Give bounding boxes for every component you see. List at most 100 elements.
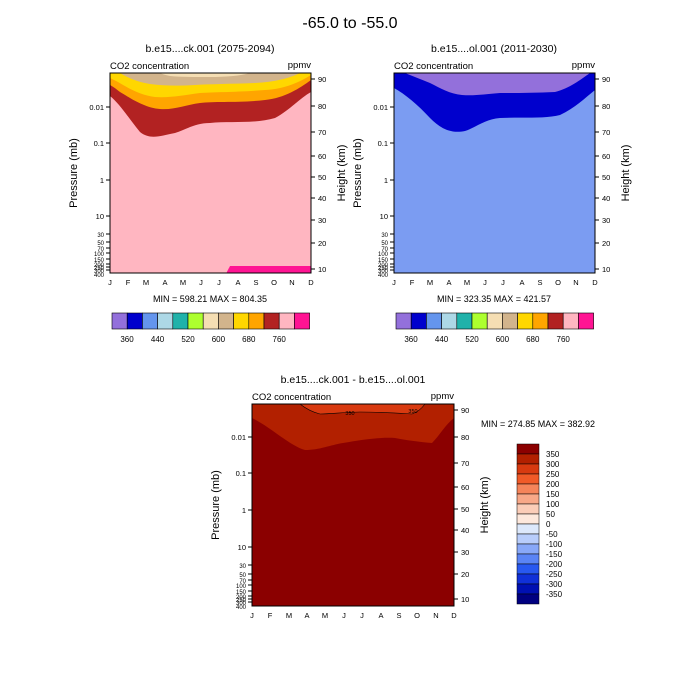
- panel-3-x-axis: J F M A M J J A S O N D: [250, 611, 457, 620]
- panel-2-ytick-right: 50: [602, 173, 610, 182]
- diff-colorbar-label: -100: [546, 540, 563, 549]
- panel-3-left-axis: 0.01 0.1 1 10 30 50 70 100 150 200 250 3…: [231, 433, 252, 611]
- panel-1-ytick-label: 70: [97, 247, 104, 253]
- panel-2-contour-purple: [405, 73, 590, 96]
- diff-colorbar-swatch: [516, 453, 540, 465]
- colorbar-swatch: [126, 312, 143, 330]
- panel-3-ytick-label: 150: [236, 590, 247, 596]
- panel-3-ytick-right: 40: [461, 526, 469, 535]
- panel-1-ytick-right: 50: [318, 173, 326, 182]
- panel-1: b.e15....ck.001 (2075-2094) CO2 concentr…: [68, 43, 348, 344]
- panel-2-ytick-right: 60: [602, 152, 610, 161]
- panel-3-xtick: N: [433, 611, 438, 620]
- panel-1-ylabel: Pressure (mb): [68, 138, 80, 208]
- diff-colorbar-label: 300: [546, 460, 560, 469]
- panel-3-xtick: A: [378, 611, 383, 620]
- panel-3-ytick-label: 10: [238, 543, 246, 552]
- panel-3-ytick-label: 70: [239, 579, 246, 585]
- panel-1-ytick-label: 100: [94, 252, 105, 258]
- colorbar-label: 360: [120, 335, 134, 344]
- panel-1-title: b.e15....ck.001 (2075-2094): [145, 43, 274, 55]
- diff-colorbar-swatch: [516, 493, 540, 505]
- panel-2-right-label: ppmv: [572, 60, 595, 71]
- panel-1-xtick: A: [235, 278, 240, 287]
- panel-3-ytick-label: 300: [236, 601, 247, 607]
- panel-2-xtick: A: [446, 278, 451, 287]
- panel-3-ytick-right: 80: [461, 433, 469, 442]
- panel-3-xtick: F: [268, 611, 273, 620]
- panel-3-xtick: O: [414, 611, 420, 620]
- panel-1-x-axis: J F M A M J J A S O N D: [108, 278, 314, 287]
- diff-colorbar-swatch: [516, 593, 540, 605]
- panel-1-colorbar: 360 440 520 600 680 760: [111, 312, 310, 344]
- panel-3-title: b.e15....ck.001 - b.e15....ol.001: [281, 374, 426, 386]
- panel-2-ytick-right: 70: [602, 128, 610, 137]
- panel-3-ytick-right: 30: [461, 548, 469, 557]
- colorbar-label: 520: [465, 335, 479, 344]
- colorbar-swatch: [187, 312, 204, 330]
- panel-3-contour-label: 350: [345, 411, 354, 417]
- panel-2-stats: MIN = 323.35 MAX = 421.57: [437, 294, 551, 304]
- panel-2-x-axis: J F M A M J J A S O N D: [392, 278, 598, 287]
- panel-3-xtick: D: [451, 611, 457, 620]
- colorbar-swatch: [410, 312, 427, 330]
- panel-1-left-axis: 0.01 0.1 1 10 30 50 70 100 150 200 250 3…: [89, 103, 110, 279]
- panel-2-ytick-right: 40: [602, 194, 610, 203]
- colorbar-swatch: [471, 312, 488, 330]
- panel-2-xtick: J: [501, 278, 505, 287]
- panel-2: b.e15....ol.001 (2011-2030) CO2 concentr…: [352, 43, 632, 344]
- diff-colorbar-label: -350: [546, 590, 563, 599]
- panel-2-right-axis: 90 80 70 60 50 40 30 20 10: [595, 75, 610, 274]
- panel-3-contour-label: 350: [408, 409, 417, 415]
- diff-colorbar-swatch: [516, 473, 540, 485]
- colorbar-swatch: [486, 312, 503, 330]
- diff-colorbar-swatch: [516, 443, 540, 455]
- panel-2-xtick: D: [592, 278, 598, 287]
- panel-1-xtick: M: [180, 278, 186, 287]
- panel-3-ylabel-right: Height (km): [479, 477, 491, 534]
- panel-3-right-label: ppmv: [431, 391, 454, 402]
- diff-colorbar-swatch: [516, 483, 540, 495]
- panel-1-ytick-label: 30: [97, 233, 104, 239]
- panel-3-ytick-label: 30: [239, 564, 246, 570]
- panel-3-ytick-right: 90: [461, 406, 469, 415]
- panel-1-right-label: ppmv: [288, 60, 311, 71]
- panel-2-colorbar: 360 440 520 600 680 760: [395, 312, 594, 344]
- panel-2-ytick-label: 50: [381, 241, 388, 247]
- panel-2-ytick-label: 10: [380, 212, 388, 221]
- diff-colorbar-swatch: [516, 583, 540, 595]
- colorbar-swatch: [456, 312, 473, 330]
- colorbar-swatch: [218, 312, 234, 330]
- panel-3-colorbar: 350 300 250 200 150 100 50 0 -50 -100 -1…: [516, 443, 563, 605]
- colorbar-swatch: [532, 312, 549, 330]
- panel-3-ytick-label: 1: [242, 506, 246, 515]
- panel-2-ytick-right: 30: [602, 216, 610, 225]
- colorbar-swatch: [157, 312, 174, 330]
- panel-2-ytick-right: 80: [602, 102, 610, 111]
- panel-1-xtick: S: [253, 278, 258, 287]
- panel-3-contour-line: [299, 403, 426, 415]
- panel-1-ytick-right: 90: [318, 75, 326, 84]
- panel-2-xtick: A: [519, 278, 524, 287]
- colorbar-swatch: [502, 312, 518, 330]
- panel-2-ytick-label: 400: [378, 273, 389, 279]
- panel-2-ytick-right: 10: [602, 265, 610, 274]
- diff-colorbar-label: -150: [546, 550, 563, 559]
- colorbar-label: 760: [273, 335, 287, 344]
- panel-1-ytick-label: 0.01: [89, 103, 104, 112]
- panel-3-xtick: M: [286, 611, 292, 620]
- panel-1-ylabel-right: Height (km): [336, 145, 348, 202]
- colorbar-label: 440: [435, 335, 449, 344]
- panel-1-ytick-label: 150: [94, 258, 105, 264]
- panel-3-stats: MIN = 274.85 MAX = 382.92: [481, 419, 595, 429]
- panel-2-xtick: J: [392, 278, 396, 287]
- colorbar-swatch: [426, 312, 442, 330]
- panel-2-ytick-label: 0.01: [373, 103, 388, 112]
- diff-colorbar-swatch: [516, 513, 540, 525]
- panel-3-ylabel: Pressure (mb): [210, 470, 222, 540]
- panel-1-ytick-label: 400: [94, 273, 105, 279]
- panel-2-xtick: F: [410, 278, 415, 287]
- panel-2-ylabel: Pressure (mb): [352, 138, 364, 208]
- panel-2-xtick: S: [537, 278, 542, 287]
- diff-colorbar-label: 350: [546, 450, 560, 459]
